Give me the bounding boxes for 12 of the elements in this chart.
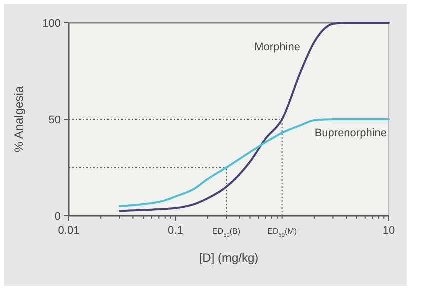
- annotation: ED$_{50}$(M): [268, 227, 298, 239]
- annotation: ED$_{50}$(B): [212, 227, 241, 239]
- y-tick-label: 50: [48, 114, 61, 126]
- y-tick-label: 100: [42, 18, 61, 30]
- x-tick-label: 0.1: [168, 225, 184, 237]
- x-tick-label: 10: [382, 225, 396, 237]
- x-tick-label: 0.01: [58, 225, 80, 237]
- x-axis-title: [D] (mg/kg): [199, 251, 259, 265]
- series-label: Morphine: [254, 41, 300, 54]
- y-axis-title: % Analgesia: [12, 86, 26, 153]
- series-label: Buprenorphine: [314, 128, 387, 140]
- y-tick-label: 0: [54, 211, 61, 223]
